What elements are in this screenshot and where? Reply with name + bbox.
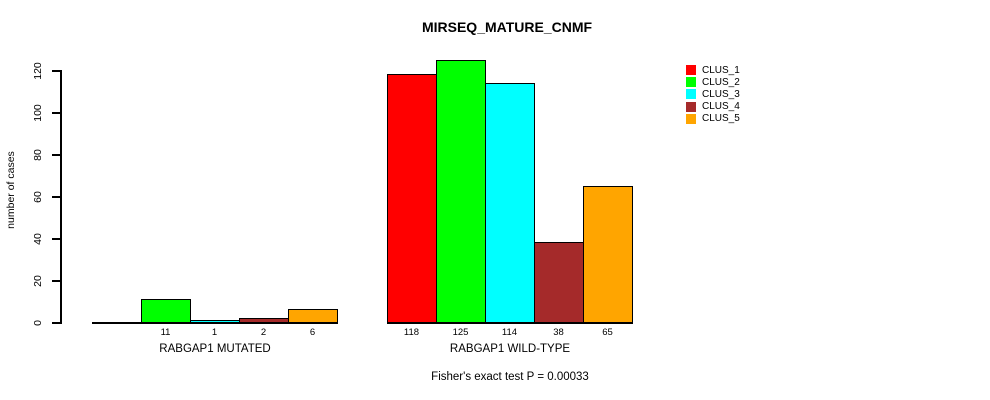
legend-swatch-icon: [686, 65, 696, 76]
bar-clus_2: [141, 298, 191, 323]
y-axis-tick: [52, 196, 60, 198]
bar-value-label: 11: [160, 327, 171, 338]
bar-value-label: 118: [403, 327, 420, 338]
bar-clus_4: [534, 242, 584, 323]
legend-swatch-icon: [686, 77, 696, 88]
y-axis-tick: [52, 70, 60, 72]
bar-clus_1: [387, 74, 437, 323]
y-axis-title: number of cases: [5, 151, 17, 229]
y-axis-line: [60, 70, 62, 324]
y-axis-tick: [52, 238, 60, 240]
bar-value-label: 65: [602, 327, 613, 338]
bar-clus_4: [239, 317, 289, 323]
legend-label: CLUS_5: [702, 113, 740, 125]
y-axis-tick: [52, 322, 60, 324]
y-tick-label: 80: [32, 148, 44, 161]
y-tick-label: 120: [32, 61, 44, 80]
y-tick-label: 100: [32, 103, 44, 122]
fisher-test-annotation: Fisher's exact test P = 0.00033: [431, 371, 589, 383]
bar-clus_3: [190, 319, 240, 323]
y-axis-tick: [52, 154, 60, 156]
bar-value-label: 1: [211, 327, 218, 338]
legend-swatch-icon: [686, 89, 696, 100]
group-label-wild-type: RABGAP1 WILD-TYPE: [449, 343, 571, 355]
bar-clus_3: [485, 82, 535, 323]
legend-item-clus_5: CLUS_5: [686, 113, 740, 125]
bar-clus_2: [436, 59, 486, 323]
legend-label: CLUS_2: [702, 76, 740, 88]
y-tick-label: 40: [32, 232, 44, 245]
legend-label: CLUS_1: [702, 64, 740, 76]
group-label-mutated: RABGAP1 MUTATED: [159, 343, 271, 355]
bar-value-label: 6: [309, 327, 316, 338]
y-axis-tick: [52, 280, 60, 282]
bar-value-label: 114: [501, 327, 518, 338]
legend-item-clus_3: CLUS_3: [686, 88, 740, 100]
chart-title: MIRSEQ_MATURE_CNMF: [421, 19, 593, 35]
legend: CLUS_1 CLUS_2 CLUS_3 CLUS_4 CLUS_5: [686, 64, 740, 125]
legend-label: CLUS_3: [702, 88, 740, 100]
y-axis-tick: [52, 112, 60, 114]
legend-swatch-icon: [686, 101, 696, 112]
legend-label: CLUS_4: [702, 101, 740, 113]
legend-item-clus_1: CLUS_1: [686, 64, 740, 76]
legend-swatch-icon: [686, 113, 696, 124]
legend-item-clus_4: CLUS_4: [686, 101, 740, 113]
bar-value-label: 125: [452, 327, 469, 338]
y-tick-label: 20: [32, 274, 44, 287]
y-tick-label: 60: [32, 190, 44, 203]
bar-clus_5: [288, 309, 338, 323]
bar-clus_5: [583, 185, 633, 323]
bar-value-label: 2: [260, 327, 267, 338]
y-tick-label: 0: [32, 319, 44, 326]
bar-value-label: 38: [553, 327, 564, 338]
legend-item-clus_2: CLUS_2: [686, 76, 740, 88]
